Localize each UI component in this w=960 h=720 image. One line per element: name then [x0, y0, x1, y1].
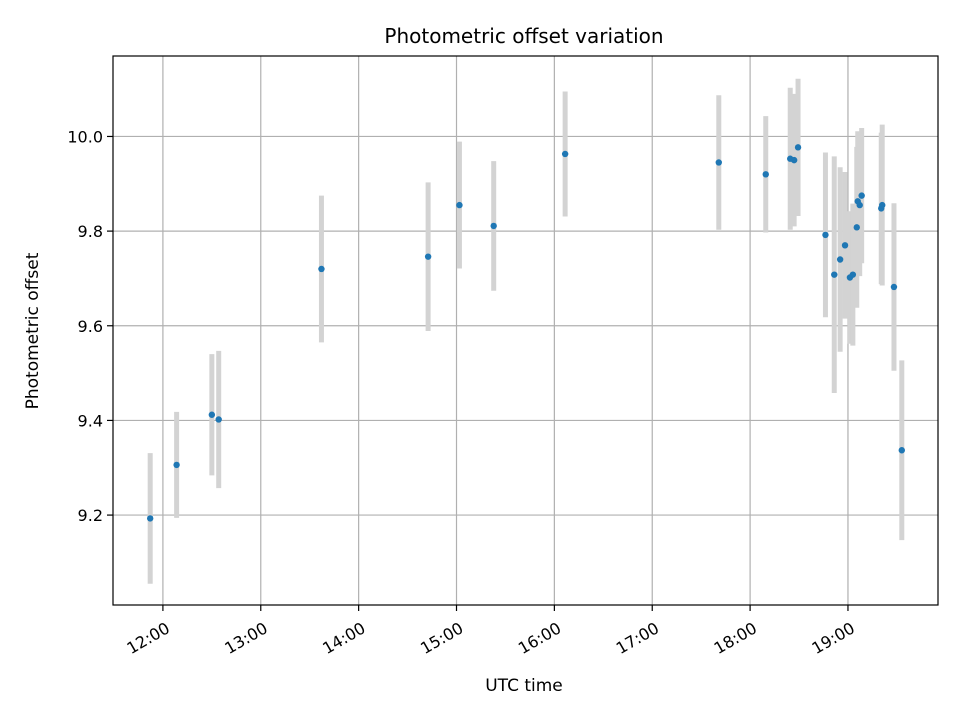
data-point [208, 411, 216, 418]
data-point [215, 416, 222, 423]
data-point [318, 265, 325, 273]
data-point [794, 144, 802, 151]
data-point [856, 201, 863, 209]
data-point [146, 515, 154, 522]
data-point [424, 253, 432, 260]
data-point [849, 271, 857, 278]
data-point [890, 283, 898, 291]
data-point [858, 192, 865, 199]
data-point [822, 231, 829, 239]
data-point [841, 242, 849, 249]
data-point [715, 159, 722, 166]
data-point [790, 156, 798, 164]
y-tick-label: 9.6 [78, 317, 103, 336]
x-axis-label: UTC time [485, 676, 563, 696]
data-point [879, 201, 886, 209]
chart-title: Photometric offset variation [384, 24, 663, 48]
data-point [490, 222, 497, 230]
data-point [762, 171, 769, 178]
y-axis-ticks: 9.2 9.4 9.6 9.8 10.0 [67, 127, 113, 525]
data-point [898, 447, 905, 454]
data-point [853, 224, 860, 231]
y-tick-label: 9.4 [78, 411, 103, 430]
data-point [173, 461, 180, 469]
y-axis-label: Photometric offset [23, 252, 43, 409]
data-point [836, 256, 844, 263]
y-tick-label: 9.2 [78, 506, 103, 525]
data-point [456, 201, 463, 209]
data-point [561, 150, 569, 158]
y-tick-label: 10.0 [67, 127, 103, 146]
plot-area-frame [112, 55, 939, 606]
data-point [831, 271, 838, 278]
y-tick-label: 9.8 [78, 222, 103, 241]
data-points [146, 144, 905, 522]
